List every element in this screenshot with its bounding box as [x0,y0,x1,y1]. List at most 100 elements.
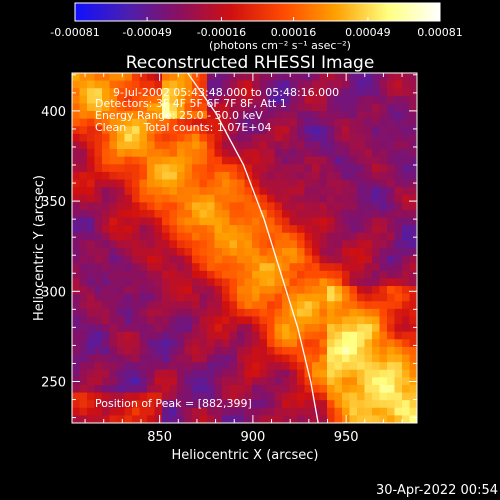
heatmap-cell [259,263,268,272]
heatmap-cell [177,263,186,272]
heatmap-cell [387,255,396,264]
heatmap-cell [207,331,216,340]
heatmap-cell [402,263,411,272]
heatmap-cell [379,194,388,203]
heatmap-cell [169,392,178,401]
heatmap-cell [184,308,193,318]
heatmap-cell [372,263,381,272]
heatmap-cell [357,156,366,165]
heatmap-cell [289,248,298,257]
heatmap-cell [72,80,81,89]
heatmap-cell [124,133,133,143]
heatmap-cell [132,286,141,295]
heatmap-cell [394,362,403,371]
heatmap-cell [222,95,231,105]
heatmap-cell [244,415,253,423]
heatmap-cell [274,346,283,356]
heatmap-cell [72,95,81,105]
heatmap-cell [304,232,313,241]
colorbar-tick-label: 0.00016 [271,26,317,39]
heatmap-cell [364,316,373,325]
heatmap-cell [357,346,366,356]
heatmap-cell [199,133,208,143]
heatmap-cell [372,316,381,325]
x-tick-label: 850 [147,430,172,445]
heatmap-cell [147,240,156,249]
heatmap-cell [244,407,253,416]
heatmap-cell [229,95,238,105]
heatmap-cell [312,316,321,325]
heatmap-cell [229,331,238,340]
heatmap-cell [109,415,118,423]
heatmap-cell [387,111,396,120]
heatmap-cell [102,331,111,340]
heatmap-cell [162,118,171,127]
heatmap-cell [282,217,291,226]
heatmap-cell [199,209,208,219]
heatmap-cell [387,187,396,196]
heatmap-cell [364,141,373,150]
heatmap-cell [72,384,81,394]
heatmap-cell [184,194,193,203]
heatmap-cell [169,149,178,158]
heatmap-cell [132,407,141,416]
heatmap-cell [222,362,231,371]
heatmap-cell [372,149,381,158]
heatmap-cell [289,407,298,416]
heatmap-cell [154,95,163,105]
heatmap-cell [214,286,223,295]
heatmap-cell [282,103,291,112]
heatmap-cell [177,209,186,219]
heatmap-cell [207,73,216,82]
heatmap-cell [162,316,171,325]
heatmap-cell [409,324,417,333]
heatmap-cell [229,339,238,348]
heatmap-cell [252,80,261,89]
heatmap-cell [109,384,118,394]
heatmap-cell [364,80,373,89]
heatmap-cell [199,240,208,249]
heatmap-cell [259,141,268,150]
heatmap-cell [72,217,81,226]
heatmap-cell [364,324,373,333]
heatmap-cell [372,80,381,89]
heatmap-cell [297,316,306,325]
heatmap-cell [297,278,306,287]
heatmap-cell [274,377,283,386]
heatmap-cell [207,392,216,401]
heatmap-cell [304,248,313,257]
heatmap-cell [207,308,216,318]
heatmap-cell [207,202,216,211]
heatmap-cell [87,286,96,295]
heatmap-cell [394,293,403,302]
heatmap-cell [297,179,306,188]
heatmap-cell [409,286,417,295]
heatmap-cell [402,308,411,318]
heatmap-cell [177,270,186,280]
heatmap-cell [252,339,261,348]
heatmap-cell [364,126,373,135]
heatmap-cell [124,73,133,82]
heatmap-cell [334,369,343,378]
heatmap-cell [387,407,396,416]
heatmap-cell [117,118,126,127]
heatmap-cell [387,278,396,287]
heatmap-cell [139,179,148,188]
heatmap-cell [297,270,306,280]
heatmap-cell [124,118,133,127]
heatmap-cell [207,225,216,234]
heatmap-cell [267,286,276,295]
heatmap-cell [177,133,186,143]
heatmap-cell [94,301,103,310]
heatmap-cell [177,95,186,105]
colorbar-ticks: -0.00081 -0.00049 -0.00016 0.00016 0.00049 0.… [50,17,463,39]
heatmap-cell [147,248,156,257]
heatmap-cell [282,232,291,241]
heatmap-cell [132,346,141,356]
heatmap-cell [237,179,246,188]
heatmap-cell [199,171,208,181]
heatmap-cell [94,400,103,409]
heatmap-cell [274,308,283,318]
heatmap-cell [162,392,171,401]
heatmap-cell [334,164,343,173]
